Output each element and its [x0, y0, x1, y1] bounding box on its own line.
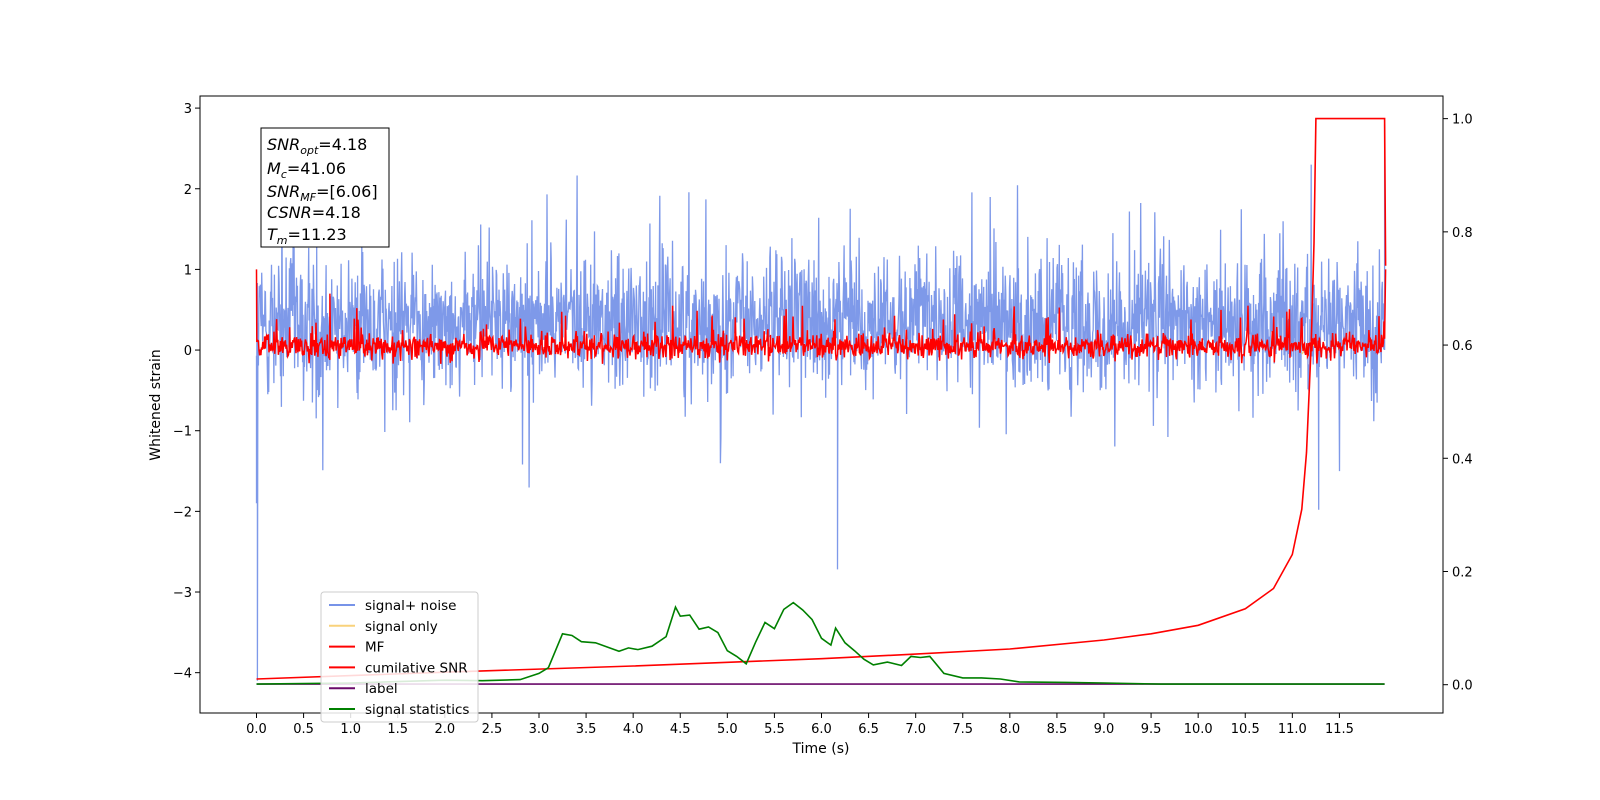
x-tick-label: 4.5	[670, 722, 691, 737]
legend-label: cumilative SNR	[365, 660, 468, 676]
y-tick-label: 2	[184, 183, 192, 198]
x-tick-label: 8.0	[999, 722, 1020, 737]
y2-tick-label: 1.0	[1452, 113, 1473, 128]
y2-tick-label: 0.8	[1452, 226, 1473, 241]
x-tick-label: 9.5	[1141, 722, 1162, 737]
x-tick-label: 0.0	[246, 722, 267, 737]
series-line-signal-statistics	[256, 601, 1385, 685]
y-tick-label: 3	[184, 102, 192, 117]
annotation-mc: Mc=41.06	[267, 159, 346, 181]
x-tick-label: 7.0	[905, 722, 926, 737]
x-tick-label: 5.5	[764, 722, 785, 737]
x-tick-label: 5.0	[717, 722, 738, 737]
ticks-layer: 0.0 0.5 1.0 1.5 2.0 2.5 3.0 3.5 4.0 4.5 5.0 5.5 6.0 6…	[173, 102, 1473, 737]
y2-tick-label: 0.0	[1452, 679, 1473, 694]
annotation-snr-opt: SNRopt=4.18	[267, 135, 367, 157]
legend-frame	[320, 591, 479, 723]
x-tick-label: 1.0	[340, 722, 361, 737]
plot-frame	[199, 95, 1444, 714]
x-tick-label: 11.0	[1278, 722, 1307, 737]
legend: signal+ noise signal only MF cumilative SNR…	[320, 591, 479, 723]
legend-label: signal+ noise	[365, 598, 456, 614]
x-tick-label: 11.5	[1325, 722, 1354, 737]
x-tick-label: 9.0	[1094, 722, 1115, 737]
y-tick-label: −2	[173, 505, 192, 520]
x-tick-label: 10.5	[1231, 722, 1260, 737]
x-tick-label: 6.0	[811, 722, 832, 737]
y-tick-label: 1	[184, 263, 192, 278]
legend-label: signal statistics	[365, 702, 469, 718]
x-tick-label: 3.5	[576, 722, 597, 737]
stats-annotation: SNRopt=4.18 Mc=41.06 SNRMF=[6.06] CSNR=4…	[260, 127, 390, 248]
x-tick-label: 2.0	[434, 722, 455, 737]
series-line-mf	[255, 269, 1387, 364]
x-tick-label: 6.5	[858, 722, 879, 737]
y-tick-label: −3	[173, 586, 192, 601]
annotation-box	[260, 127, 390, 248]
annotation-csnr: CSNR=4.18	[267, 203, 361, 222]
x-tick-label: 2.5	[482, 722, 503, 737]
annotation-tm: Tm=11.23	[267, 225, 347, 247]
x-tick-label: 10.0	[1184, 722, 1213, 737]
y-tick-label: −4	[173, 667, 192, 682]
series-line-cumilative-snr	[256, 117, 1387, 680]
x-axis-label: Time (s)	[792, 741, 850, 757]
y2-tick-label: 0.2	[1452, 565, 1473, 580]
x-tick-label: 8.5	[1047, 722, 1068, 737]
legend-label: MF	[365, 640, 384, 656]
legend-label: signal only	[365, 619, 438, 635]
x-tick-label: 1.5	[387, 722, 408, 737]
y2-tick-label: 0.4	[1452, 452, 1473, 467]
x-tick-label: 0.5	[293, 722, 314, 737]
y2-tick-label: 0.6	[1452, 339, 1473, 354]
x-tick-label: 4.0	[623, 722, 644, 737]
annotation-snr-mf: SNRMF=[6.06]	[267, 182, 378, 204]
x-tick-label: 7.5	[952, 722, 973, 737]
y-axis-label: Whitened strain	[148, 349, 164, 460]
legend-label: label	[365, 681, 398, 697]
x-tick-label: 3.0	[529, 722, 550, 737]
y-tick-label: −1	[173, 425, 192, 440]
y-tick-label: 0	[184, 344, 192, 359]
